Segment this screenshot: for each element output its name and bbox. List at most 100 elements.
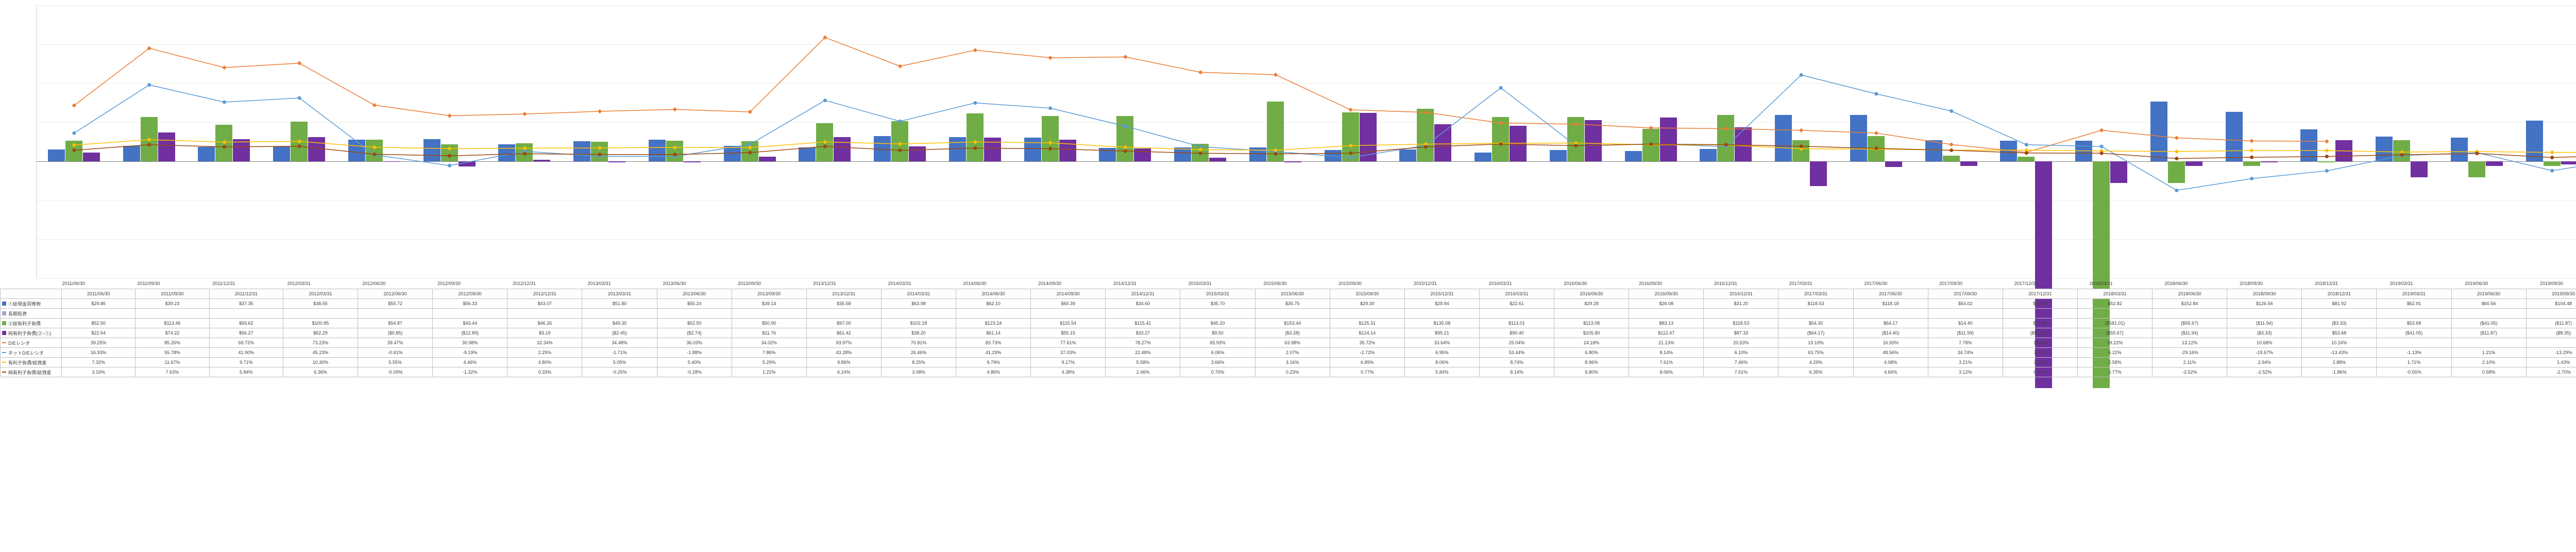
table-cell: $52.82: [2077, 299, 2152, 309]
table-cell: $53.68: [2302, 328, 2377, 338]
marker-netdebt_ta: [2250, 156, 2253, 159]
table-cell: 0.23%: [1255, 367, 1330, 377]
table-cell: $54.02: [1928, 299, 2003, 309]
marker-netdebt_ta: [1048, 147, 1052, 150]
marker-debt_ta: [222, 140, 226, 144]
table-cell: $62.29: [283, 328, 358, 338]
table-cell: -29.16%: [2153, 348, 2227, 358]
table-cell: 9.17%: [1031, 358, 1106, 367]
table-cell: $53.09: [2003, 299, 2077, 309]
marker-debt_ta: [2175, 149, 2179, 154]
table-cell: $39.23: [135, 299, 209, 309]
table-cell: 9.79%: [956, 358, 1031, 367]
table-cell: -2.72%: [1330, 348, 1404, 358]
table-cell: $54.30: [1778, 319, 1853, 328]
table-cell: 0.58%: [2451, 367, 2526, 377]
table-cell: ($581.01): [2003, 328, 2077, 338]
table-cell: $125.31: [1330, 319, 1404, 328]
table-cell: $113.01: [1479, 319, 1554, 328]
x-label: 2013/09/30: [738, 281, 761, 286]
table-cell: $81.92: [2302, 299, 2377, 309]
table-cell: 3.12%: [1928, 367, 2003, 377]
table-cell: 7.32%: [62, 358, 135, 367]
marker-netdebt_ta: [748, 151, 752, 155]
table-header: 2017/12/31: [2003, 289, 2077, 299]
table-cell: -2.70%: [2526, 367, 2576, 377]
marker-netde: [1048, 106, 1052, 110]
table-cell: -1.32%: [433, 367, 507, 377]
table-header: 2019/09/30: [2526, 289, 2576, 299]
table-cell: 7.46%: [1704, 358, 1778, 367]
table-cell: ($12.89): [433, 328, 507, 338]
table-cell: 41.29%: [956, 348, 1031, 358]
table-header: 2017/06/30: [1853, 289, 1928, 299]
table-cell: $55.24: [657, 299, 732, 309]
table-cell: ($2.74): [657, 328, 732, 338]
marker-netde: [448, 164, 451, 168]
table-cell: $124.14: [1330, 328, 1404, 338]
table-cell: $55.72: [358, 299, 433, 309]
marker-netdebt_ta: [2100, 152, 2104, 155]
table-cell: 69.72%: [209, 338, 283, 348]
table-cell: 11.67%: [135, 358, 209, 367]
row-header-netdebt: 純有利子負債(②−①): [1, 328, 62, 338]
table-cell: 6.24%: [806, 367, 881, 377]
x-label: 2016/03/31: [1489, 281, 1512, 286]
table-cell: 22.48%: [1106, 348, 1180, 358]
table-cell: 36.03%: [657, 338, 732, 348]
x-label: 2014/03/31: [888, 281, 911, 286]
marker-netdebt_ta: [1649, 142, 1653, 146]
marker-debt_ta: [522, 146, 527, 150]
marker-debt_ta: [973, 140, 977, 144]
table-cell: 9.86%: [806, 358, 881, 367]
table-cell: [1928, 309, 2003, 319]
marker-netdebt_ta: [598, 153, 602, 156]
marker-netde: [147, 83, 151, 87]
table-cell: 70.81%: [881, 338, 956, 348]
marker-debt_ta: [2249, 148, 2253, 153]
table-cell: [135, 309, 209, 319]
marker-de: [2249, 139, 2253, 143]
marker-netdebt_ta: [448, 154, 451, 158]
marker-de: [1348, 108, 1352, 112]
table-cell: 85.26%: [135, 338, 209, 348]
marker-debt_ta: [1123, 145, 1127, 149]
x-label: 2014/12/31: [1113, 281, 1137, 286]
marker-netde: [2025, 143, 2028, 146]
marker-netdebt_ta: [1349, 152, 1352, 155]
table-header: 2015/09/30: [1330, 289, 1404, 299]
table-cell: 13.12%: [2153, 338, 2227, 348]
table-cell: 6.22%: [2077, 348, 2152, 358]
marker-debt_ta: [2550, 150, 2554, 154]
table-cell: -3.52%: [2153, 367, 2227, 377]
table-cell: $53.68: [2377, 319, 2451, 328]
marker-netdebt_ta: [1424, 145, 1428, 149]
table-header: 2011/09/30: [135, 289, 209, 299]
table-cell: [732, 309, 806, 319]
x-label: 2019/06/30: [2465, 281, 2488, 286]
table-cell: 43.28%: [806, 348, 881, 358]
table-cell: -19.67%: [2227, 348, 2302, 358]
table-cell: -0.55%: [2377, 367, 2451, 377]
table-cell: $51.80: [582, 299, 657, 309]
table-cell: -0.28%: [657, 367, 732, 377]
table-cell: [881, 309, 956, 319]
table-cell: ($11.99): [1928, 328, 2003, 338]
table-cell: $152.84: [2153, 299, 2227, 309]
x-label: 2019/03/31: [2390, 281, 2413, 286]
table-header: 2014/03/31: [881, 289, 956, 299]
table-cell: $100.85: [283, 319, 358, 328]
marker-netde: [2550, 169, 2554, 173]
table-cell: $35.70: [1180, 299, 1255, 309]
table-cell: 5.40%: [657, 358, 732, 367]
marker-de: [1799, 128, 1803, 132]
table-cell: 2.25%: [507, 348, 582, 358]
marker-netde: [1124, 124, 1127, 128]
marker-de: [973, 48, 977, 52]
table-cell: -0.61%: [358, 348, 433, 358]
table-cell: 26.46%: [881, 348, 956, 358]
row-header-netde: ネットD/Eレシオ: [1, 348, 62, 358]
table-cell: 10.24%: [2302, 338, 2377, 348]
marker-netde: [2250, 177, 2253, 180]
table-cell: 5.84%: [1404, 367, 1479, 377]
